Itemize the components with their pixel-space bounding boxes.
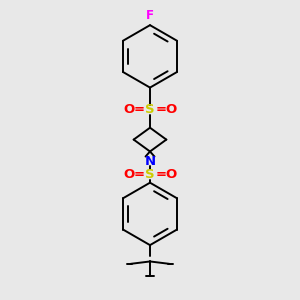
Text: F: F [146,9,154,22]
Text: =: = [134,168,145,181]
Text: O: O [166,103,177,116]
Text: N: N [144,155,156,168]
Text: S: S [145,103,155,116]
Text: =: = [155,168,166,181]
Text: O: O [123,168,134,181]
Text: O: O [123,103,134,116]
Text: S: S [145,168,155,181]
Text: O: O [166,168,177,181]
Text: =: = [134,103,145,116]
Text: =: = [155,103,166,116]
